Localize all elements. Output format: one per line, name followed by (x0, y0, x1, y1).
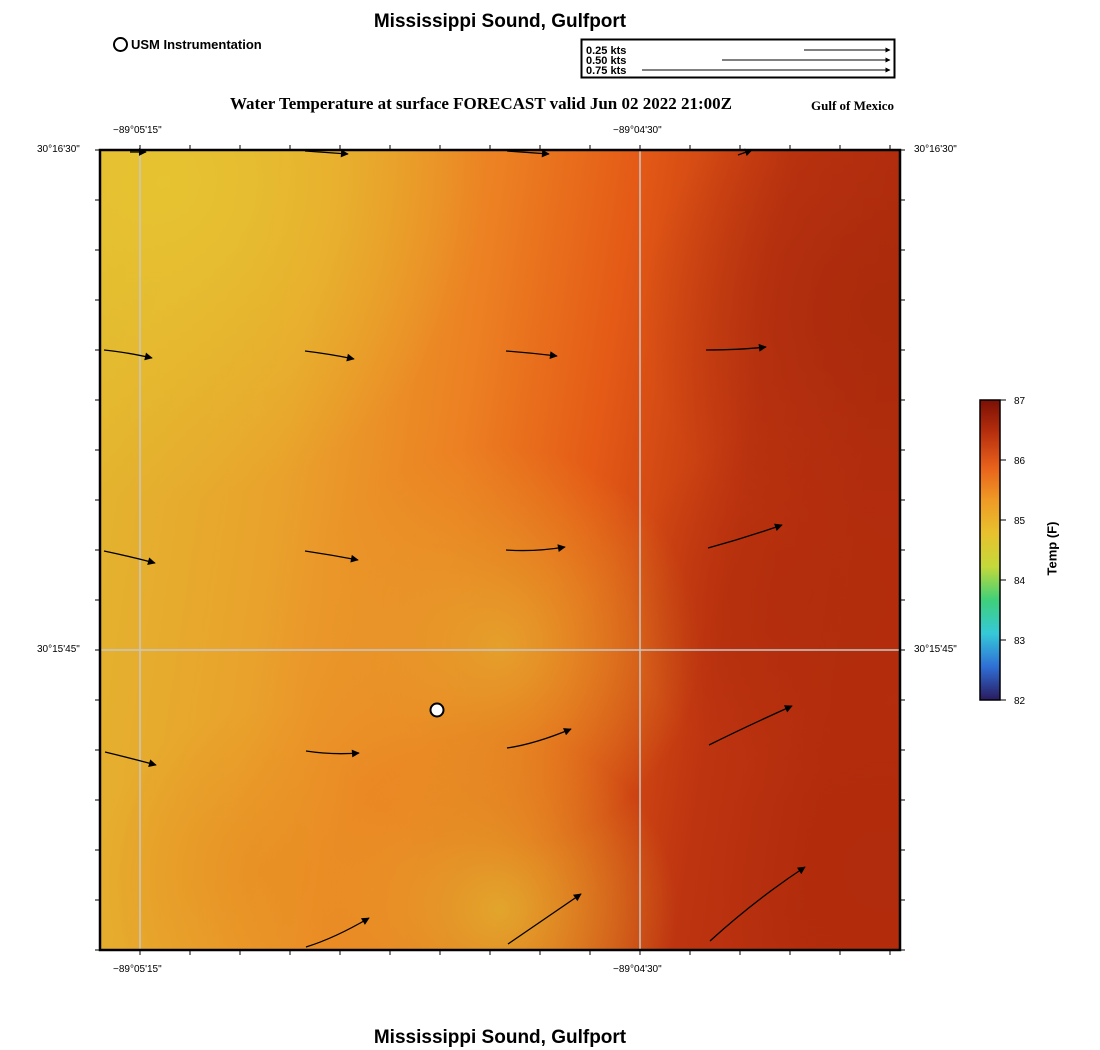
current-arrow-icon (505, 350, 558, 360)
lat-tick-right-2: 30°15'45" (914, 644, 957, 655)
current-arrow-icon (506, 149, 550, 158)
current-arrow-icon (707, 523, 783, 549)
lon-tick-top-1: −89°05'15" (113, 125, 162, 136)
current-arrow-icon (103, 349, 153, 361)
region-label: Gulf of Mexico (811, 98, 895, 113)
colorbar-tick-label: 85 (1014, 516, 1026, 527)
current-arrow-icon (506, 728, 572, 749)
colorbar-tick-label: 83 (1014, 636, 1026, 647)
lon-tick-bottom-2: −89°04'30" (613, 964, 662, 975)
usm-station-circle-icon (113, 37, 128, 52)
colorbar-tick-label: 82 (1014, 696, 1026, 707)
lon-tick-bottom-1: −89°05'15" (113, 964, 162, 975)
vector-scale-label-3: 0.75 kts (586, 65, 626, 77)
graticule (100, 150, 900, 950)
lat-tick-right-1: 30°16'30" (914, 144, 957, 155)
current-arrow-icon (305, 749, 360, 758)
current-arrow-icon (705, 343, 767, 352)
vector-scale-label-2: 0.50 kts (586, 55, 626, 67)
current-arrow-icon (737, 148, 753, 157)
lon-tick-top-2: −89°04'30" (613, 125, 662, 136)
colorbar-tick-label: 87 (1014, 396, 1026, 407)
footer-title: Mississippi Sound, Gulfport (373, 1027, 627, 1048)
current-arrow-icon (505, 544, 566, 553)
current-arrow-icon (708, 705, 793, 746)
colorbar-label: Temp (F) (1044, 521, 1060, 576)
frame-ticks (95, 145, 905, 955)
colorbar-tick-label: 86 (1014, 456, 1026, 467)
station-legend-label: USM Instrumentation (131, 37, 262, 52)
temperature-field (100, 150, 900, 950)
current-arrow-icon (305, 917, 370, 948)
colorbar-ticks: 87 86 85 84 83 82 (1000, 396, 1026, 707)
plot-title: Water Temperature at surface FORECAST va… (230, 94, 732, 113)
usm-station-marker[interactable] (429, 702, 445, 718)
colorbar-gradient (979, 399, 1001, 701)
lat-tick-left-2: 30°15'45" (37, 644, 80, 655)
current-arrow-icon (304, 550, 359, 563)
current-arrow-icon (104, 751, 157, 767)
current-arrow-icon (507, 893, 582, 945)
colorbar-tick-label: 84 (1014, 576, 1026, 587)
current-arrow-icon (304, 149, 349, 158)
current-arrow-icon (103, 550, 156, 566)
temperature-colorbar: 87 86 85 84 83 82 (979, 396, 1026, 707)
map-title: Mississippi Sound, Gulfport (373, 11, 627, 32)
station-legend: USM Instrumentation (113, 37, 262, 52)
temperature-map (95, 145, 905, 955)
lat-tick-left-1: 30°16'30" (37, 144, 80, 155)
current-arrow-icon (709, 866, 806, 942)
vector-scale-label-1: 0.25 kts (586, 45, 626, 57)
current-vectors (103, 148, 806, 948)
current-arrow-icon (304, 350, 355, 362)
vector-scale-legend: 0.25 kts 0.50 kts 0.75 kts (580, 38, 896, 79)
